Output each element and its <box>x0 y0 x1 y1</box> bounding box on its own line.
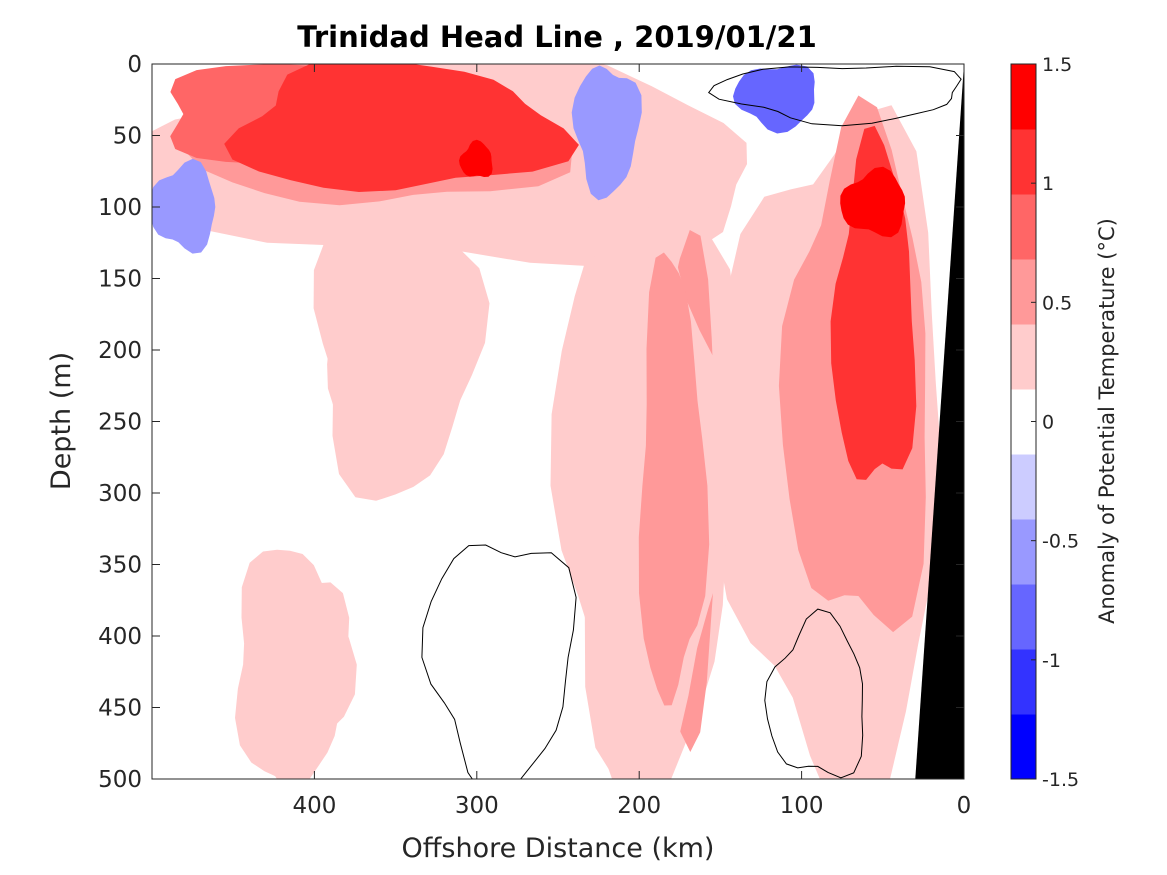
colorbar-swatch <box>1011 129 1036 195</box>
x-tick-label: 300 <box>455 793 499 819</box>
contour-feature-10 <box>327 261 425 479</box>
colorbar-tick-label: 1 <box>1042 173 1054 195</box>
zero-contour-0 <box>421 544 577 779</box>
colorbar-swatch <box>1011 714 1036 780</box>
contour-feature-7 <box>638 252 710 706</box>
colorbar-tick-label: -1 <box>1042 650 1061 672</box>
colorbar-swatch <box>1011 649 1036 715</box>
colorbar: 1.5 1 0.5 0 -0.5 -1 -1.5 <box>1010 54 1079 791</box>
y-tick-label: 400 <box>98 624 142 650</box>
contour-feature-5 <box>571 65 642 201</box>
colorbar-swatch <box>1011 324 1036 390</box>
y-tick-label: 500 <box>98 767 142 793</box>
y-tick-label: 0 <box>127 52 142 78</box>
y-axis-label: Depth (m) <box>46 352 77 490</box>
x-tick-label: 100 <box>780 793 824 819</box>
y-tick-label: 300 <box>98 481 142 507</box>
x-tick-label: 400 <box>292 793 336 819</box>
colorbar-swatch <box>1011 259 1036 325</box>
colorbar-tick-label: 0.5 <box>1042 292 1072 314</box>
zero-contour-1 <box>764 608 864 779</box>
x-axis-ticks: 400 300 200 100 0 <box>292 64 971 819</box>
x-tick-label: 0 <box>957 793 972 819</box>
y-tick-label: 250 <box>98 410 142 436</box>
contour-feature-11 <box>245 570 350 779</box>
y-tick-label: 150 <box>98 267 142 293</box>
colorbar-tick-label: 0 <box>1042 412 1054 434</box>
contour-feature-3 <box>152 158 216 254</box>
contour-feature-2 <box>459 139 493 177</box>
colorbar-label: Anomaly of Potential Temperature (°C) <box>1095 218 1119 624</box>
bathymetry-wedge <box>915 64 964 779</box>
colorbar-swatch <box>1011 519 1036 585</box>
colorbar-tick-label: -1.5 <box>1042 769 1079 791</box>
chart-title: Trinidad Head Line , 2019/01/21 <box>297 20 817 54</box>
y-tick-label: 50 <box>113 124 142 150</box>
colorbar-tick-label: -0.5 <box>1042 531 1079 553</box>
y-tick-label: 200 <box>98 338 142 364</box>
y-tick-label: 350 <box>98 553 142 579</box>
colorbar-swatch <box>1011 194 1036 260</box>
x-axis-label: Offshore Distance (km) <box>402 833 715 864</box>
y-tick-label: 450 <box>98 696 142 722</box>
colorbar-swatch <box>1011 64 1036 130</box>
contour-fills <box>152 64 964 779</box>
contour-feature-4 <box>733 64 815 134</box>
contour-feature-9 <box>840 166 906 238</box>
y-axis-ticks: 0 50 100 150 200 250 300 350 400 450 500 <box>98 52 964 793</box>
colorbar-swatch <box>1011 584 1036 650</box>
x-tick-label: 200 <box>617 793 661 819</box>
colorbar-swatch <box>1011 454 1036 520</box>
y-tick-label: 100 <box>98 195 142 221</box>
colorbar-tick-label: 1.5 <box>1042 54 1072 76</box>
zero-contour-2 <box>707 65 962 127</box>
